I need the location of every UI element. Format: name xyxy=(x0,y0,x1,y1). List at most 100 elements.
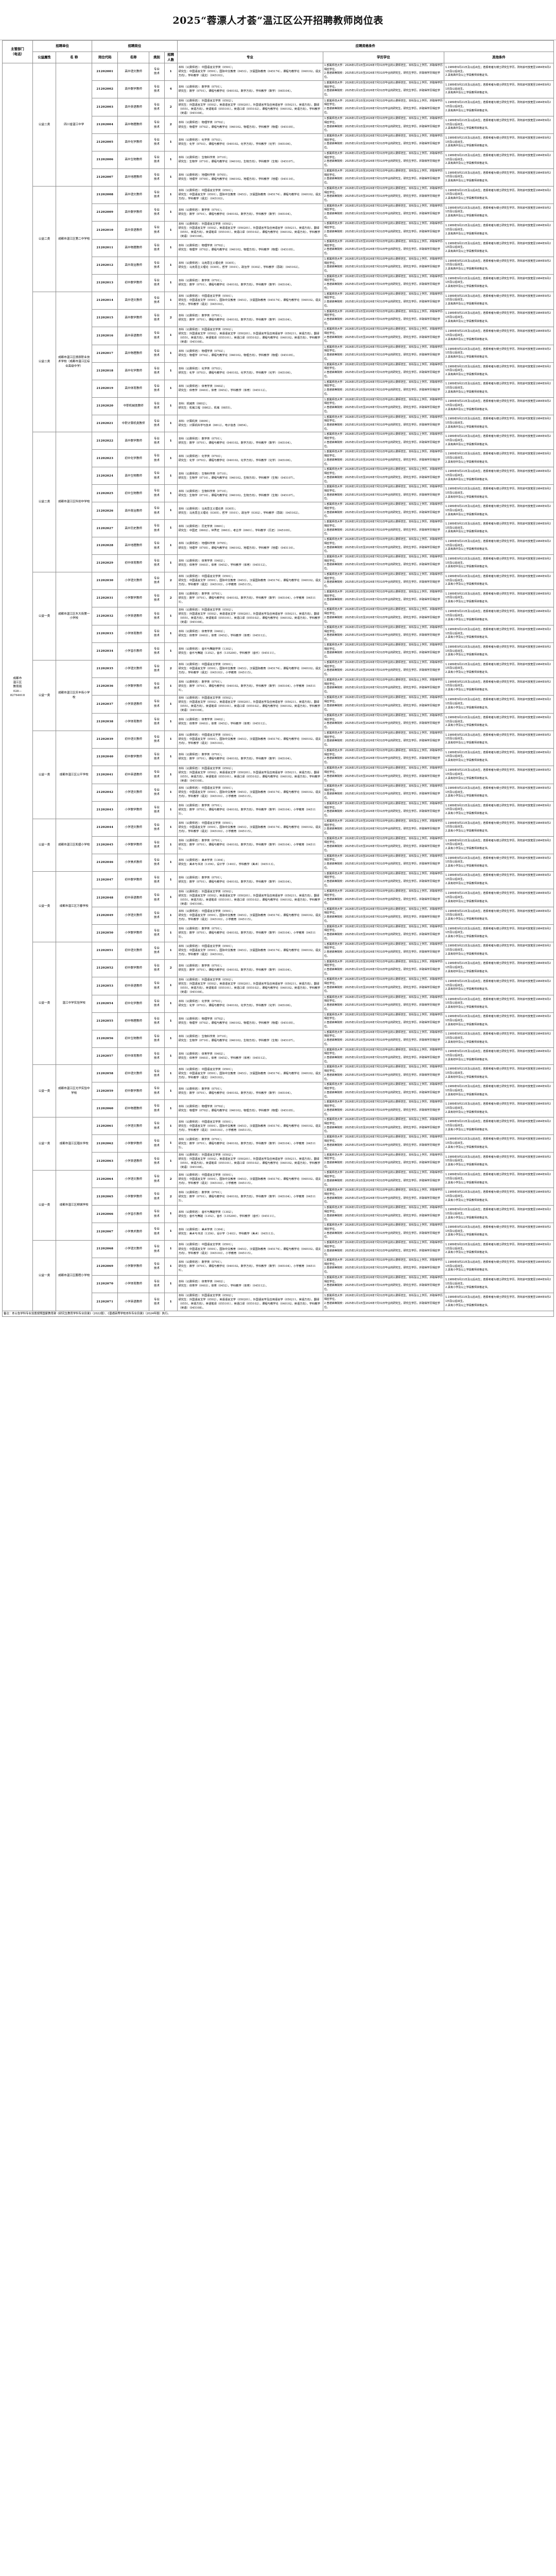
cell-post-name: 高中地理教师 xyxy=(117,168,150,187)
cell-post-count: 1 xyxy=(164,414,178,433)
cell-post-code: 21202063 xyxy=(92,1152,118,1171)
table-footer: 备注：本公告学科专业设置按照国家教育部《研究生教育学科专业目录》（2022版）、… xyxy=(2,1311,554,1317)
cell-major: 本科（公费师范）：生物科学类（0710）； 研究生：生物学（0710），课程与教学… xyxy=(177,1029,323,1048)
cell-post-type: 专业 技术 xyxy=(149,571,165,590)
cell-major: 本科（公费师范）：外国语言文学类（0502）； 研究生：外国语言文学（0502），… xyxy=(177,976,323,995)
cell-post-type: 专业 技术 xyxy=(149,203,165,222)
cell-education: 1.部属师范大学：2026年1月1日至2026年7月31日毕业的公费师范生，本科… xyxy=(322,730,445,749)
cell-post-count: 1 xyxy=(164,344,178,363)
cell-other-conditions: 1.1989年9月21日及以后出生；若报考者为博士研究生学历，则年龄可放宽至19… xyxy=(444,836,554,854)
table-row: 公益一类 温江中学实验学校 21202051 初中语文教师 专业 技术 1 本科（公费师范）：… xyxy=(3,941,554,1065)
table-row: 21202011 高中物理教师 专业 技术 1 本科（公费师范）：物理学类（0702）；研… xyxy=(3,239,554,257)
cell-other-conditions: 1.1989年9月21日及以后出生；若报考者为博士研究生学历，则年龄可放宽至19… xyxy=(444,537,554,555)
cell-education: 1.部属师范大学：2026年1月1日至2026年7月31日毕业的公费师范生，本科… xyxy=(322,801,445,819)
cell-post-code: 21202027 xyxy=(92,519,118,538)
table-row: 21202055 初中物理教师 专业 技术 1 本科（公费师范）：物理学类（0702）；研… xyxy=(3,1012,554,1030)
cell-other-conditions: 1.1989年9月21日及以后出生；若报考者为博士研究生学历，则年龄可放宽至19… xyxy=(444,203,554,222)
cell-post-code: 21202066 xyxy=(92,1205,118,1224)
cell-public-attribute: 公益二类 xyxy=(32,432,57,572)
cell-education: 1.部属师范大学：2026年1月1日至2026年7月31日毕业的公费师范生，本科… xyxy=(322,449,445,468)
cell-major: 本科（公费师范）：马克思主义理论类（0305）； 研究生：马克思主义理论（0305… xyxy=(177,502,323,520)
cell-post-name: 中职计算机类教师 xyxy=(117,414,150,433)
cell-post-code: 21202006 xyxy=(92,150,118,169)
cell-post-type: 专业 技术 xyxy=(149,554,165,572)
table-row: 21202063 小学英语教师 专业 技术 1 本科（公费师范）：外国语言文学类（0502… xyxy=(3,1152,554,1171)
cell-post-type: 专业 技术 xyxy=(149,116,165,134)
cell-post-code: 21202035 xyxy=(92,659,118,678)
cell-post-code: 21202014 xyxy=(92,291,118,310)
cell-other-conditions: 1.1989年9月21日及以后出生；若报考者为博士研究生学历，则年龄可放宽至19… xyxy=(444,326,554,345)
cell-education: 1.部属师范大学：2026年1月1日至2026年7月31日毕业的公费师范生，本科… xyxy=(322,484,445,503)
cell-major: 本科（公费师范）：外国语言文学类（0502）； 研究生：外国语言文学（0502），… xyxy=(177,1292,323,1312)
table-row: 公益一类 成都市温江区光华实验中学校 21202058 初中语文教师 专业 技术 1 本科（公… xyxy=(3,1064,554,1118)
cell-post-name: 初中物理教师 xyxy=(117,1099,150,1118)
cell-post-code: 21202008 xyxy=(92,185,118,204)
cell-post-code: 21202001 xyxy=(92,63,118,81)
cell-post-count: 1 xyxy=(164,1275,178,1293)
cell-major: 本科（公费师范）：数学类（0701）； 研究生：数学（0701），课程与教学论（0… xyxy=(177,1134,323,1153)
cell-other-conditions: 1.1989年9月21日及以后出生；若报考者为博士研究生学历，则年龄可放宽至19… xyxy=(444,853,554,872)
cell-post-count: 1 xyxy=(164,519,178,538)
cell-post-name: 小学语文教师 xyxy=(117,783,150,802)
cell-major: 本科（公费师范）：中国语言文学类（0501）； 研究生：中国语言文学（0501），… xyxy=(177,818,323,837)
cell-post-code: 21202055 xyxy=(92,1012,118,1030)
cell-public-attribute: 公益一类 xyxy=(32,818,57,872)
table-row: 公益一类 成都市温江区鹏程小学校 21202068 小学语文教师 专业 技术 1 本科（公费师… xyxy=(3,1240,554,1312)
cell-major: 本科（公费师范）：中国语言文学类（0501）； 研究生：中国语言文学（0501），… xyxy=(177,730,323,749)
cell-post-name: 小学数学教师 xyxy=(117,836,150,854)
cell-post-code: 21202040 xyxy=(92,748,118,766)
cell-other-conditions: 1.1989年9月21日及以后出生；若报考者为博士研究生学历，则年龄可放宽至19… xyxy=(444,1258,554,1276)
cell-post-count: 1 xyxy=(164,1012,178,1030)
cell-other-conditions: 1.1989年9月21日及以后出生；若报考者为博士研究生学历，则年龄可放宽至19… xyxy=(444,1082,554,1100)
cell-other-conditions: 1.1989年9月21日及以后出生；若报考者为博士研究生学历，则年龄可放宽至19… xyxy=(444,941,554,960)
cell-major: 本科（公费师范）：物理学类（0702）； 研究生：物理学（0702），课程与教学论… xyxy=(177,1012,323,1030)
cell-other-conditions: 1.1989年9月21日及以后出生；若报考者为博士研究生学历，则年龄可放宽至19… xyxy=(444,1170,554,1189)
cell-post-type: 专业 技术 xyxy=(149,765,165,784)
cell-post-type: 专业 技术 xyxy=(149,1275,165,1293)
cell-major: 本科（公费师范）：中国语言文学类（0501）； 研究生：中国语言文学（0501），… xyxy=(177,1170,323,1189)
cell-post-code: 21202054 xyxy=(92,994,118,1013)
cell-post-type: 专业 技术 xyxy=(149,185,165,204)
cell-education: 1.部属师范大学：2026年1月1日至2026年7月31日毕业的公费师范生，本科… xyxy=(322,1047,445,1065)
cell-post-type: 专业 技术 xyxy=(149,783,165,802)
cell-post-count: 1 xyxy=(164,606,178,626)
cell-post-name: 小学语文教师 xyxy=(117,906,150,925)
cell-education: 1.部属师范大学：2026年1月1日至2026年7月31日毕业的公费师范生，本科… xyxy=(322,783,445,802)
table-row: 公益二类 成都市温江区科创中学校 21202022 高中数学教师 专业 技术 1 本科（公费师… xyxy=(3,432,554,572)
cell-post-name: 高中数学教师 xyxy=(117,203,150,222)
header-group-qualification: 应聘资格条件 xyxy=(177,40,554,52)
cell-unit-name: 成都市温江区科创中学校 xyxy=(56,432,93,572)
header-unit-name: 名 称 xyxy=(56,52,93,63)
cell-post-count: 1 xyxy=(164,924,178,942)
cell-post-type: 专业 技术 xyxy=(149,1205,165,1224)
cell-post-count: 1 xyxy=(164,1047,178,1065)
cell-education: 1.部属师范大学：2026年1月1日至2026年7月31日毕业的公费师范生，本科… xyxy=(322,906,445,925)
cell-post-type: 专业 技术 xyxy=(149,1152,165,1171)
cell-unit-name: 成都市温江区踏水学校 xyxy=(56,1117,93,1171)
cell-post-name: 小学英语教师 xyxy=(117,694,150,714)
cell-public-attribute: 公益二类 xyxy=(32,63,57,187)
cell-major: 本科（公费师范）：地理科学类（0705）； 研究生：地理学（0705），课程与教学… xyxy=(177,168,323,187)
table-row: 21202065 小学数学教师 专业 技术 2 本科（公费师范）：数学类（0701）； 研究… xyxy=(3,1188,554,1206)
cell-post-code: 21202002 xyxy=(92,80,118,98)
cell-public-attribute: 公益一类 xyxy=(32,571,57,660)
header-group-post: 招聘岗位 xyxy=(92,40,178,52)
cell-major: 本科（公费师范）：体育学类（0402）； 研究生：体育学（0403），体育（045… xyxy=(177,625,323,643)
cell-other-conditions: 1.1989年9月21日及以后出生；若报考者为博士研究生学历，则年龄可放宽至19… xyxy=(444,432,554,450)
cell-post-count: 1 xyxy=(164,783,178,802)
cell-post-type: 专业 技术 xyxy=(149,1134,165,1153)
cell-post-name: 初中英语教师 xyxy=(117,888,150,907)
table-row: 21202025 初中生物教师 专业 技术 1 本科（公费师范）：生物科学类（0710）；… xyxy=(3,484,554,503)
cell-post-name: 初中物理教师 xyxy=(117,1012,150,1030)
cell-post-type: 专业 技术 xyxy=(149,818,165,837)
cell-education: 1.部属师范大学：2026年1月1日至2026年7月31日毕业的公费师范生，本科… xyxy=(322,519,445,538)
cell-post-type: 专业 技术 xyxy=(149,326,165,345)
cell-post-type: 专业 技术 xyxy=(149,274,165,292)
cell-other-conditions: 1.1989年9月21日及以后出生；若报考者为博士研究生学历，则年龄可放宽至19… xyxy=(444,1275,554,1293)
cell-post-count: 1 xyxy=(164,906,178,925)
cell-post-code: 21202070 xyxy=(92,1275,118,1293)
cell-post-count: 1 xyxy=(164,1029,178,1048)
table-row: 21202029 初中体育教师 专业 技术 1 本科（公费师范）：体育学类（0402）；研… xyxy=(3,554,554,572)
cell-other-conditions: 1.1989年9月21日及以后出生；若报考者为博士研究生学历，则年龄可放宽至19… xyxy=(444,449,554,468)
table-row: 21202017 高中物理教师 专业 技术 1 本科（公费师范）：物理学类（0702）；研… xyxy=(3,344,554,363)
